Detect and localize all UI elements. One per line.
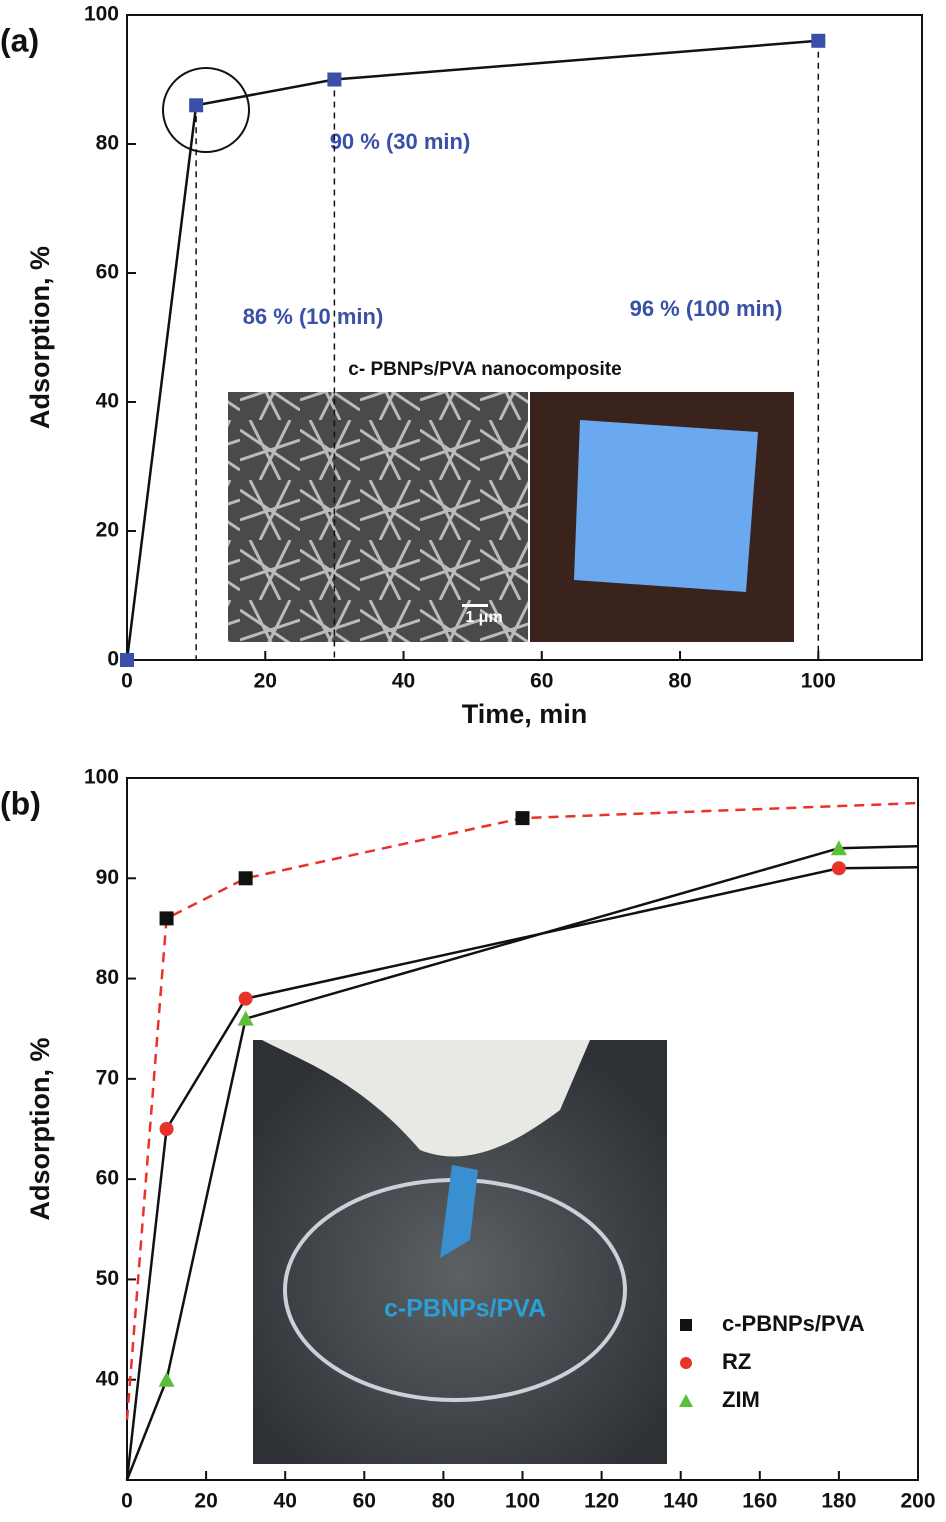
annotation: 96 % (100 min) [630, 296, 783, 321]
x-tick-label: 0 [121, 670, 133, 693]
legend-label: RZ [722, 1349, 751, 1374]
plot-frame [126, 14, 923, 661]
x-tick-label: 60 [353, 1490, 376, 1513]
x-tick-label: 120 [584, 1490, 619, 1513]
data-point [158, 1371, 175, 1387]
x-tick-label: 160 [742, 1490, 777, 1513]
data-point [189, 98, 204, 113]
scale-label: 1 μm [465, 609, 502, 626]
data-point [327, 72, 342, 87]
legend-marker [679, 1394, 693, 1407]
x-tick-label: 40 [392, 670, 415, 693]
x-tick-label: 40 [274, 1490, 297, 1513]
y-tick-label: 60 [96, 1167, 119, 1190]
film [574, 420, 758, 592]
data-point [811, 33, 826, 48]
fit-line [125, 801, 919, 1420]
scale-bar [462, 604, 488, 607]
y-tick-label: 80 [96, 132, 119, 155]
legend-label: c-PBNPs/PVA [722, 1311, 865, 1336]
film [440, 1165, 478, 1258]
sem-image [228, 392, 528, 642]
y-tick-label: 20 [96, 519, 119, 542]
x-tick-label: 80 [668, 670, 691, 693]
y-tick-label: 80 [96, 966, 119, 989]
legend-marker [680, 1319, 692, 1331]
y-tick-label: 0 [107, 648, 119, 671]
y-tick-label: 60 [96, 261, 119, 284]
highlight-circle [162, 67, 250, 153]
data-point [238, 991, 253, 1006]
y-tick-label: 100 [84, 3, 119, 26]
data-point [159, 911, 174, 926]
data-point [120, 653, 134, 667]
inset-label: c-PBNPs/PVA [384, 1295, 546, 1323]
x-tick-label: 0 [121, 1490, 133, 1513]
x-axis-title: Time, min [460, 1519, 586, 1522]
inset-photo: c-PBNPs/PVA [253, 1040, 667, 1464]
x-tick-label: 20 [254, 670, 277, 693]
panel-label: (a) [0, 22, 39, 58]
y-axis-title: Adsorption, % [25, 1038, 55, 1221]
data-point [831, 861, 846, 876]
y-tick-label: 40 [96, 1367, 119, 1390]
data-point [159, 1122, 174, 1136]
y-tick-label: 90 [96, 866, 119, 889]
x-tick-label: 60 [530, 670, 553, 693]
y-tick-label: 40 [96, 390, 119, 413]
inset-images: 1 μm c- PBNPs/PVA nanocomposite [228, 359, 794, 642]
legend-marker [680, 1357, 692, 1369]
y-tick-label: 70 [96, 1066, 119, 1089]
x-tick-label: 100 [505, 1490, 540, 1513]
panel-label: (b) [0, 785, 41, 821]
x-tick-label: 20 [194, 1490, 217, 1513]
annotation: 90 % (30 min) [330, 129, 471, 154]
data-point [830, 840, 847, 856]
glove [262, 1040, 590, 1157]
x-tick-label: 200 [900, 1490, 935, 1513]
data-point [237, 1010, 254, 1026]
x-tick-label: 80 [432, 1490, 455, 1513]
data-point [238, 871, 253, 886]
series-line [125, 39, 819, 661]
legend-label: ZIM [722, 1387, 760, 1412]
y-tick-label: 50 [96, 1267, 119, 1290]
x-axis-title: Time, min [462, 699, 588, 729]
data-point [515, 811, 530, 826]
x-tick-label: 180 [821, 1490, 856, 1513]
annotation: 86 % (10 min) [243, 304, 384, 329]
inset-title: c- PBNPs/PVA nanocomposite [348, 359, 621, 380]
x-tick-label: 100 [801, 670, 836, 693]
x-tick-label: 140 [663, 1490, 698, 1513]
y-tick-label: 100 [84, 766, 119, 789]
y-axis-title: Adsorption, % [25, 246, 55, 429]
